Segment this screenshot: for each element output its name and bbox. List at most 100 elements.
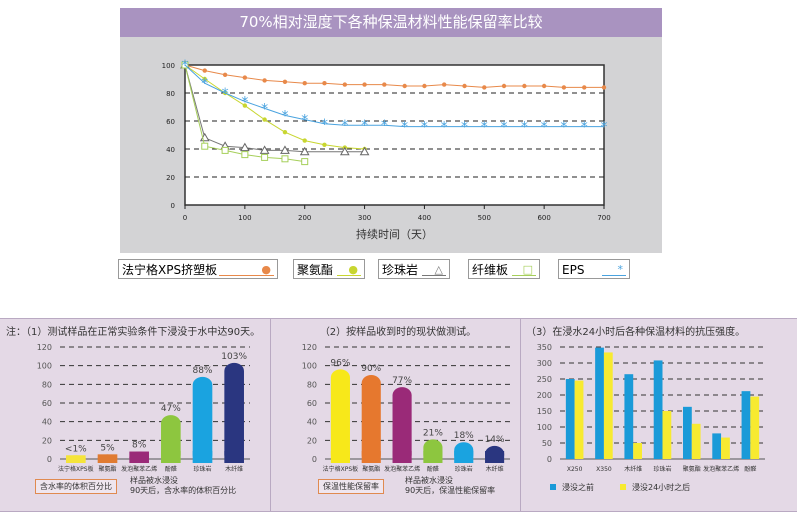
data-point [262, 78, 267, 83]
data-point [202, 68, 207, 73]
data-point [302, 138, 307, 143]
data-point [441, 82, 447, 87]
y-tick-label: 20 [42, 436, 52, 445]
bar [330, 369, 350, 463]
series-4: * * * * * * * * * * * * * * * * * * * * * * [182, 58, 608, 136]
y-tick-label: 20 [166, 174, 175, 182]
data-point: * [401, 120, 408, 136]
data-point [282, 130, 288, 135]
line-chart-legend: 法宁格XPS挤塑板 ● 聚氨酯 ● 珍珠岩 △ 纤维板 □ EPS * [118, 259, 678, 281]
data-point: * [361, 118, 368, 134]
data-point: * [501, 120, 508, 136]
data-point: * [461, 120, 468, 136]
x-tick-label: 0 [183, 214, 187, 222]
y-tick-label: 300 [537, 359, 552, 368]
bar-base [192, 451, 213, 463]
chart-title: 70%相对湿度下各种保温材料性能保留率比较 [120, 8, 662, 37]
data-label: 5% [100, 443, 115, 453]
data-label: 103% [221, 352, 247, 362]
data-point [561, 85, 567, 90]
legend-label: 珍珠岩 [382, 263, 419, 277]
data-point [322, 142, 327, 147]
retention-bar-chart: 0 20 40 60 80 100 120 法宁格XPS板 96% 聚氨酯 90% 发泡聚苯乙烯 77%… [302, 343, 510, 473]
data-point [359, 146, 370, 156]
x-tick-label: 500 [478, 214, 491, 222]
x-tick-label: 300 [358, 214, 371, 222]
data-point [242, 75, 248, 80]
legend-swatch [550, 484, 556, 490]
bar [662, 411, 672, 459]
data-point [282, 79, 288, 84]
x-tick-label: 聚氨酯 [98, 465, 116, 473]
legend-box: 含水率的体积百分比 [35, 479, 117, 494]
data-point: * [421, 120, 428, 136]
x-tick-label: 法宁格XPS板 [323, 465, 359, 473]
data-point [280, 145, 290, 154]
y-tick-label: 40 [166, 146, 175, 154]
x-tick-label: 发泡聚苯乙烯 [703, 465, 739, 473]
legend-marker-icon: ● [348, 263, 358, 276]
y-tick-label: 60 [42, 399, 52, 408]
data-point: * [201, 76, 208, 92]
y-tick-label: 80 [166, 90, 175, 98]
legend-label: 纤维板 [472, 263, 509, 277]
x-tick-label: X350 [596, 466, 612, 473]
x-tick-label: 珍珠岩 [653, 465, 671, 473]
data-point [239, 142, 250, 152]
data-point [422, 83, 427, 89]
retention-line-chart: 70%相对湿度下各种保温材料性能保留率比较 0 20 40 60 80 100 0 100 20… [120, 8, 662, 253]
data-point [541, 83, 547, 89]
bar-base [392, 451, 412, 463]
bar [595, 347, 604, 459]
legend-label: 聚氨酯 [297, 263, 334, 277]
bar [721, 437, 730, 459]
panel-title: （3）在浸水24小时后各种保温材料的抗压强度。 [526, 327, 746, 338]
data-label: 96% [330, 358, 350, 368]
data-point: * [541, 120, 548, 136]
y-tick-label: 120 [302, 343, 317, 352]
data-point [259, 145, 270, 154]
panel-title: 注：（1）测试样品在正常实验条件下浸没于水中达90天。 [6, 327, 261, 338]
panel-title: （2）按样品收到时的现状做测试。 [319, 327, 477, 338]
data-point [462, 83, 467, 89]
y-tick-label: 50 [542, 439, 552, 448]
legend-line [601, 275, 626, 276]
data-point [302, 81, 307, 86]
bar [683, 406, 692, 459]
legend-item: EPS * [558, 259, 630, 279]
data-point [241, 151, 249, 159]
bar-base [485, 451, 505, 463]
bar [192, 376, 213, 463]
data-label: 8% [132, 441, 147, 451]
data-point: * [261, 101, 268, 117]
data-point [261, 153, 269, 161]
data-point [202, 76, 207, 82]
data-point [501, 83, 507, 89]
data-point: * [281, 108, 288, 124]
legend-line [336, 275, 361, 276]
legend-item: 聚氨酯 ● [293, 259, 365, 279]
legend-line [218, 275, 274, 276]
y-tick-label: 60 [307, 399, 317, 408]
bar-base [330, 451, 350, 463]
data-point [342, 82, 348, 87]
y-tick-label: 40 [42, 418, 52, 427]
y-tick-label: 250 [537, 375, 552, 384]
y-tick-label: 350 [537, 343, 552, 352]
legend-swatch [620, 484, 626, 490]
y-tick-label: 100 [162, 62, 175, 70]
data-point: * [521, 120, 528, 136]
bar-base [224, 451, 244, 463]
retention-panel: （2）按样品收到时的现状做测试。 0 20 40 60 80 100 120 法宁格XPS板 9… [270, 319, 521, 511]
x-tick-label: 发泡聚苯乙烯 [121, 465, 157, 473]
data-point: * [601, 120, 608, 136]
y-tick-label: 150 [537, 407, 552, 416]
x-tick-label: 400 [418, 214, 431, 222]
data-label: 88% [192, 366, 212, 376]
data-label: 47% [161, 404, 181, 414]
data-label: <1% [65, 444, 87, 454]
x-tick-label: 酚醛 [744, 465, 756, 473]
data-label: 14% [485, 435, 505, 445]
line-chart-plot: 0 20 40 60 80 100 0 100 200 300 400 500 600 700 持续时间（天… [162, 58, 611, 241]
data-point [322, 81, 327, 86]
